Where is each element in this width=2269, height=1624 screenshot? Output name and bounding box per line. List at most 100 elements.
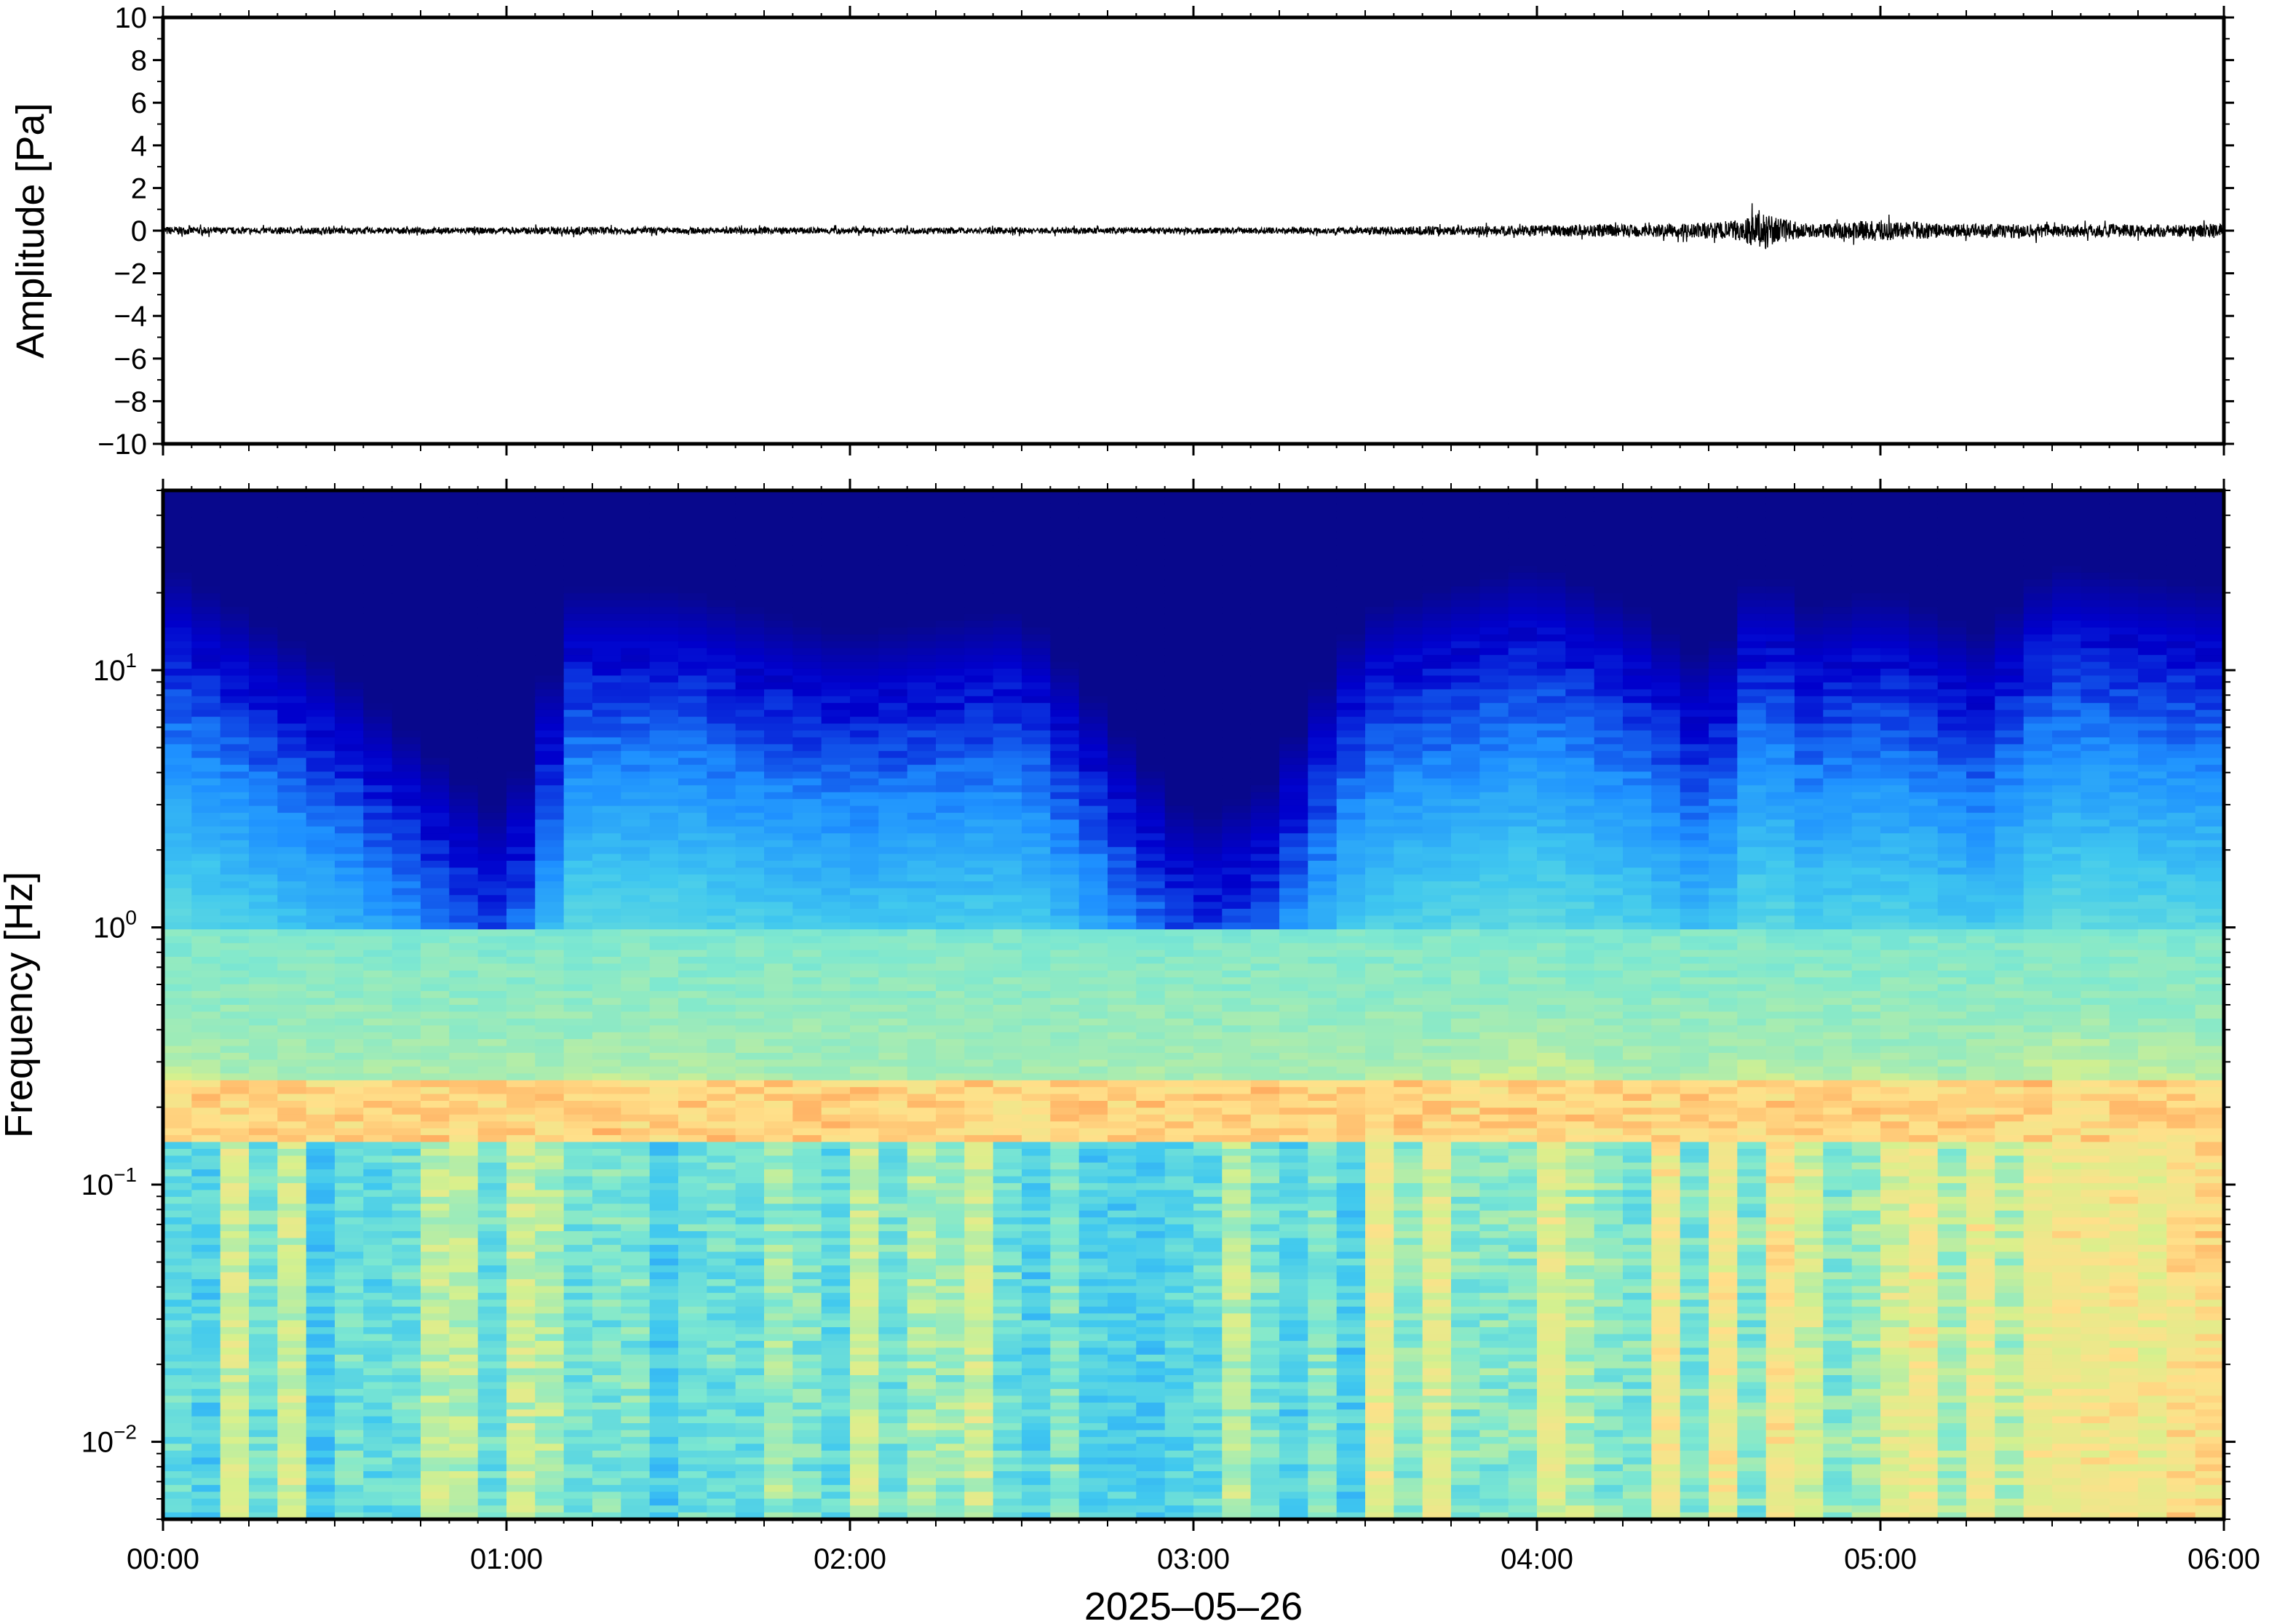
spectrogram-cell	[449, 1464, 479, 1472]
spectrogram-cell	[191, 847, 221, 855]
spectrogram-cell	[477, 1306, 507, 1314]
spectrogram-cell	[707, 1348, 736, 1356]
spectrogram-cell	[506, 655, 536, 663]
spectrogram-cell	[306, 765, 335, 773]
spectrogram-cell	[306, 648, 335, 656]
spectrogram-cell	[421, 1196, 450, 1205]
spectrogram-cell	[678, 1121, 708, 1129]
spectrogram-cell	[678, 1196, 708, 1205]
spectrogram-cell	[277, 1361, 307, 1369]
spectrogram-cell	[477, 1382, 507, 1390]
spectrogram-cell	[936, 545, 966, 553]
spectrogram-cell	[249, 1087, 279, 1095]
spectrogram-cell	[1022, 765, 1052, 773]
spectrogram-cell	[907, 1053, 937, 1061]
spectrogram-cell	[449, 1128, 479, 1136]
spectrogram-cell	[335, 805, 365, 813]
spectrogram-cell	[821, 1011, 851, 1019]
spectrogram-cell	[1022, 936, 1052, 944]
spectrogram-cell	[306, 929, 335, 937]
spectrogram-cell	[506, 517, 536, 525]
spectrogram-cell	[506, 1292, 536, 1301]
spectrogram-cell	[163, 1423, 193, 1431]
spectrogram-cell	[306, 853, 335, 861]
spectrogram-cell	[163, 1094, 193, 1102]
spectrogram-cell	[707, 1492, 736, 1500]
spectrogram-cell	[220, 1258, 250, 1266]
spectrogram-cell	[535, 1348, 565, 1356]
spectrogram-cell	[907, 1087, 937, 1095]
spectrogram-cell	[277, 950, 307, 958]
spectrogram-cell	[363, 1251, 393, 1259]
spectrogram-cell	[878, 627, 908, 635]
spectrogram-cell	[563, 1217, 593, 1225]
spectrogram-cell	[563, 579, 593, 587]
spectrogram-cell	[936, 1416, 966, 1424]
spectrogram-cell	[936, 867, 966, 875]
spectrogram-cell	[878, 1162, 908, 1170]
spectrogram-cell	[1022, 1183, 1052, 1191]
spectrogram-cell	[1050, 703, 1080, 711]
spectrogram-cell	[477, 867, 507, 875]
spectrogram-cell	[163, 963, 193, 971]
spectrogram-cell	[592, 1128, 622, 1136]
spectrogram-cell	[621, 785, 651, 793]
spectrogram-cell	[220, 593, 250, 601]
spectrogram-cell	[1022, 661, 1052, 669]
spectrogram-cell	[592, 1114, 622, 1122]
spectrogram-cell	[506, 929, 536, 937]
spectrogram-cell	[1050, 1101, 1080, 1109]
spectrogram-cell	[220, 840, 250, 848]
spectrogram-cell	[421, 641, 450, 649]
spectrogram-cell	[621, 1018, 651, 1027]
spectrogram-cell	[993, 717, 1022, 725]
spectrogram-cell	[363, 833, 393, 841]
spectrogram-cell	[306, 799, 335, 807]
spectrogram-cell	[792, 909, 822, 917]
spectrogram-cell	[477, 984, 507, 992]
spectrogram-cell	[421, 511, 450, 519]
spectrogram-cell	[707, 778, 736, 787]
spectrogram-cell	[277, 1375, 307, 1383]
spectrogram-cell	[649, 1416, 679, 1424]
spectrogram-cell	[249, 1464, 279, 1472]
spectrogram-cell	[535, 1190, 565, 1198]
spectrogram-cell	[936, 929, 966, 937]
spectrogram-cell	[621, 1484, 651, 1493]
spectrogram-cell	[335, 1053, 365, 1061]
spectrogram-cell	[191, 1279, 221, 1287]
spectrogram-cell	[1022, 607, 1052, 615]
spectrogram-cell	[707, 915, 736, 923]
spectrogram-cell	[964, 1039, 994, 1047]
spectrogram-cell	[964, 1073, 994, 1081]
spectrogram-column	[792, 490, 822, 1519]
spectrogram-cell	[449, 1320, 479, 1328]
spectrogram-cell	[878, 1505, 908, 1513]
spectrogram-cell	[506, 1272, 536, 1280]
spectrogram-cell	[220, 1457, 250, 1465]
spectrogram-cell	[592, 1368, 622, 1376]
spectrogram-cell	[649, 1327, 679, 1335]
spectrogram-cell	[936, 1292, 966, 1301]
spectrogram-cell	[1022, 675, 1052, 683]
spectrogram-cell	[449, 1142, 479, 1150]
spectrogram-cell	[506, 1231, 536, 1239]
spectrogram-cell	[335, 1039, 365, 1047]
spectrogram-cell	[163, 1478, 193, 1486]
spectrogram-cell	[649, 1340, 679, 1349]
spectrogram-cell	[477, 655, 507, 663]
spectrogram-cell	[563, 1505, 593, 1513]
spectrogram-cell	[592, 717, 622, 725]
spectrogram-cell	[421, 723, 450, 731]
spectrogram-cell	[335, 751, 365, 759]
spectrogram-cell	[850, 778, 880, 787]
spectrogram-cell	[649, 895, 679, 903]
spectrogram-cell	[821, 1053, 851, 1061]
spectrogram-cell	[535, 1478, 565, 1486]
spectrogram-cell	[1022, 1306, 1052, 1314]
spectrogram-cell	[421, 1046, 450, 1054]
spectrogram-cell	[993, 785, 1022, 793]
spectrogram-cell	[1022, 785, 1052, 793]
spectrogram-cell	[392, 1492, 421, 1500]
spectrogram-cell	[907, 1361, 937, 1369]
